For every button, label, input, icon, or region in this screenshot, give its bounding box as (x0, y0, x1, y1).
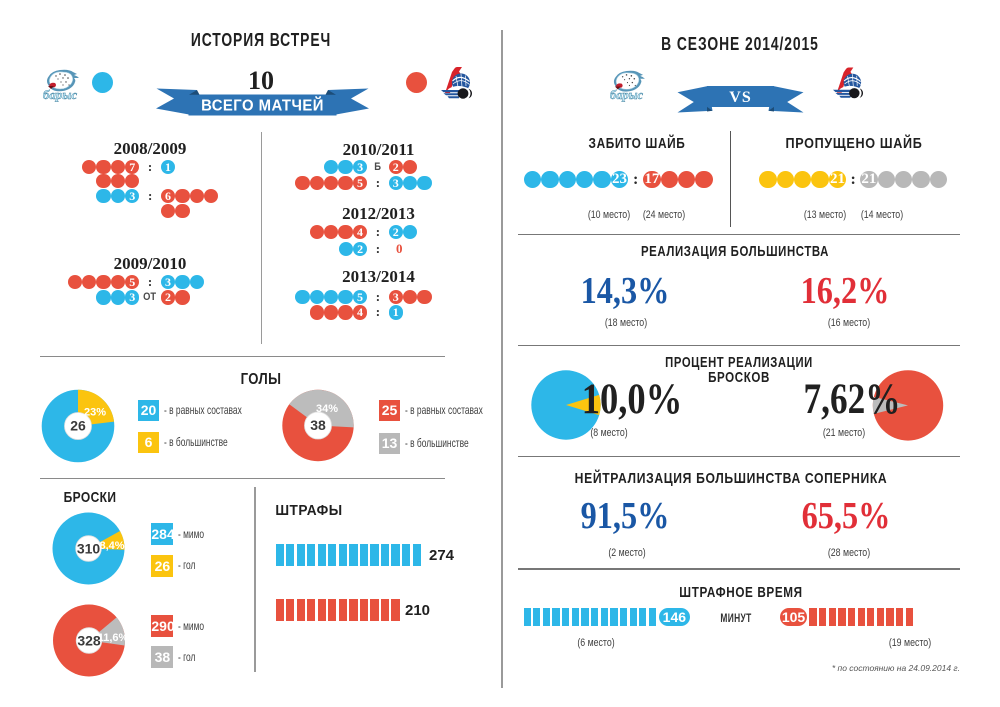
svg-text:328: 328 (77, 633, 101, 649)
svg-text:34%: 34% (316, 403, 338, 415)
svg-text:барыс: барыс (43, 87, 78, 102)
svg-text:26: 26 (70, 418, 86, 434)
svg-text:310: 310 (77, 541, 101, 557)
svg-text:ВСЕГО МАТЧЕЙ: ВСЕГО МАТЧЕЙ (201, 96, 324, 115)
svg-text:барыс: барыс (610, 88, 644, 102)
svg-text:VS: VS (729, 89, 751, 106)
svg-text:11,6%: 11,6% (98, 632, 129, 644)
svg-text:38: 38 (310, 417, 326, 433)
svg-text:23%: 23% (84, 407, 106, 419)
svg-text:8,4%: 8,4% (99, 540, 124, 552)
